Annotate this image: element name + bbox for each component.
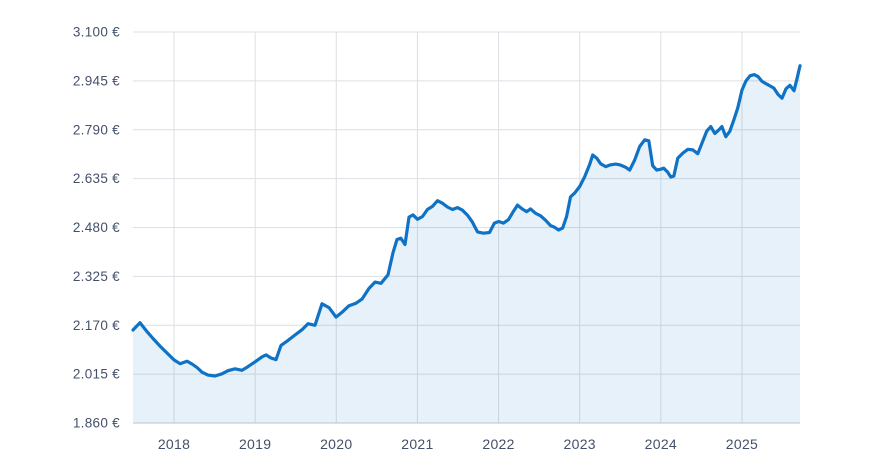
x-tick-label: 2020 <box>320 436 352 452</box>
y-tick-label: 1.860 € <box>73 416 120 431</box>
y-tick-label: 2.170 € <box>73 318 120 333</box>
x-tick-label: 2023 <box>564 436 596 452</box>
y-tick-label: 2.945 € <box>73 73 120 88</box>
x-tick-label: 2025 <box>726 436 758 452</box>
x-tick-label: 2019 <box>239 436 271 452</box>
y-tick-label: 2.480 € <box>73 220 120 235</box>
y-tick-label: 3.100 € <box>73 25 120 40</box>
x-tick-label: 2018 <box>158 436 190 452</box>
price-line[interactable] <box>131 64 802 378</box>
y-tick-label: 2.635 € <box>73 171 120 186</box>
area-fill <box>133 65 800 423</box>
x-tick-label: 2022 <box>482 436 514 452</box>
x-tick-label: 2021 <box>401 436 433 452</box>
y-tick-label: 2.015 € <box>73 367 120 382</box>
y-tick-label: 2.790 € <box>73 122 120 137</box>
x-tick-label: 2024 <box>645 436 677 452</box>
y-tick-label: 2.325 € <box>73 269 120 284</box>
